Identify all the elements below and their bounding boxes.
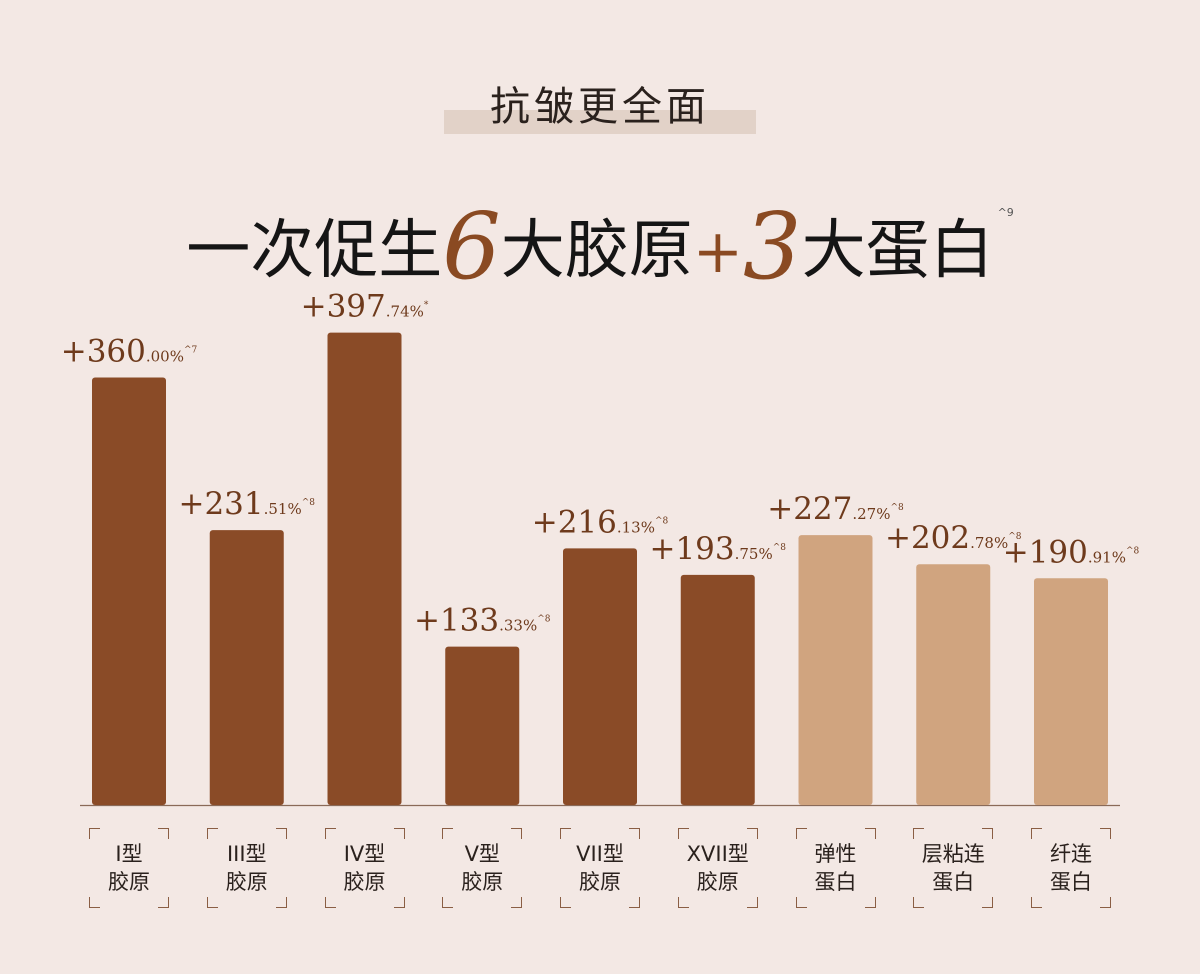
bracket-corner bbox=[1031, 897, 1042, 908]
headline-post: 大蛋白 bbox=[801, 214, 994, 288]
bracket-corner bbox=[393, 897, 405, 908]
category-label-7: 层粘连 蛋白 bbox=[913, 828, 994, 908]
headline-plus: + bbox=[692, 217, 744, 287]
bracket-corner bbox=[795, 897, 807, 908]
data-label-5: +193.75%^8 bbox=[649, 531, 786, 567]
category-label-2: IV型胶原 bbox=[324, 828, 405, 908]
bracket-corner bbox=[864, 828, 876, 839]
bracket-corner bbox=[629, 897, 640, 908]
category-line2: 胶原 bbox=[579, 870, 621, 894]
category-label-1: III型胶原 bbox=[206, 828, 287, 908]
bracket-corner bbox=[324, 828, 336, 839]
bar-4 bbox=[563, 548, 637, 805]
bracket-corner bbox=[442, 828, 454, 839]
bar-1 bbox=[209, 530, 284, 805]
bracket-corner bbox=[746, 828, 758, 839]
bracket-corner bbox=[158, 828, 169, 839]
category-line1: V型 bbox=[464, 842, 500, 866]
bar-0 bbox=[92, 377, 166, 805]
bracket-corner bbox=[746, 897, 758, 908]
category-label-8: 纤连 蛋白 bbox=[1031, 828, 1111, 908]
category-line1: 纤连 bbox=[1050, 842, 1092, 866]
data-label-2: +397.74%* bbox=[301, 289, 429, 325]
category-line2: 蛋白 bbox=[814, 870, 857, 894]
bracket-corner bbox=[89, 828, 100, 839]
bracket-corner bbox=[864, 897, 876, 908]
tag-text: 抗皱更全面 bbox=[490, 84, 710, 130]
category-line2: 胶原 bbox=[461, 870, 504, 894]
bracket-corner bbox=[629, 828, 640, 839]
bracket-corner bbox=[89, 897, 100, 908]
bracket-corner bbox=[1031, 828, 1042, 839]
category-label-5: XVII型胶原 bbox=[677, 828, 758, 908]
bracket-corner bbox=[324, 897, 336, 908]
category-line2: 胶原 bbox=[108, 870, 150, 894]
category-line2: 胶原 bbox=[343, 870, 386, 894]
category-label-6: 弹性 蛋白 bbox=[795, 828, 876, 908]
category-label-3: V型胶原 bbox=[442, 828, 523, 908]
category-line1: 层粘连 bbox=[921, 842, 985, 866]
bracket-corner bbox=[560, 828, 571, 839]
bracket-corner bbox=[275, 828, 287, 839]
bar-3 bbox=[445, 646, 520, 805]
bracket-corner bbox=[1100, 828, 1111, 839]
data-label-1: +231.51%^8 bbox=[178, 486, 315, 522]
bar-7 bbox=[916, 564, 991, 805]
bracket-corner bbox=[393, 828, 405, 839]
data-label-3: +133.33%^8 bbox=[414, 603, 551, 639]
category-line2: 胶原 bbox=[696, 870, 739, 894]
headline-number-collagen: 6 bbox=[442, 193, 501, 300]
category-line1: III型 bbox=[226, 842, 267, 866]
bracket-corner bbox=[560, 897, 571, 908]
bracket-corner bbox=[158, 897, 169, 908]
tag-highlight bbox=[444, 110, 756, 134]
bracket-corner bbox=[1100, 897, 1111, 908]
data-label-0: +360.00%^7 bbox=[61, 334, 198, 370]
data-label-7: +202.78%^8 bbox=[885, 520, 1022, 556]
category-line2: 蛋白 bbox=[932, 870, 975, 894]
category-line2: 蛋白 bbox=[1050, 870, 1092, 894]
headline-footnote: ^9 bbox=[997, 206, 1014, 219]
bar-8 bbox=[1034, 578, 1108, 805]
bracket-corner bbox=[511, 897, 523, 908]
category-line1: 弹性 bbox=[814, 842, 857, 866]
category-line1: VII型 bbox=[576, 842, 624, 866]
bracket-corner bbox=[982, 828, 994, 839]
bracket-corner bbox=[795, 828, 807, 839]
bar-2 bbox=[327, 332, 402, 805]
bracket-corner bbox=[275, 897, 287, 908]
category-label-4: VII型胶原 bbox=[560, 828, 640, 908]
bar-5 bbox=[680, 574, 755, 805]
data-label-4: +216.13%^8 bbox=[532, 504, 669, 540]
headline: 一次促生6大胶原+3大蛋白^9 bbox=[0, 168, 1200, 297]
category-line1: XVII型 bbox=[686, 842, 749, 866]
tag-banner: 抗皱更全面 bbox=[0, 70, 1200, 140]
data-label-8: +190.91%^8 bbox=[1003, 534, 1140, 570]
category-line1: I型 bbox=[115, 842, 143, 866]
category-line2: 胶原 bbox=[225, 870, 268, 894]
bracket-corner bbox=[206, 897, 218, 908]
bar-6 bbox=[798, 535, 873, 805]
bracket-corner bbox=[982, 897, 994, 908]
bracket-corner bbox=[206, 828, 218, 839]
category-label-0: I型胶原 bbox=[89, 828, 169, 908]
bracket-corner bbox=[442, 897, 454, 908]
bracket-corner bbox=[511, 828, 523, 839]
headline-number-protein: 3 bbox=[743, 193, 802, 300]
headline-mid: 大胶原 bbox=[500, 214, 693, 288]
bracket-corner bbox=[677, 897, 689, 908]
bracket-corner bbox=[913, 897, 925, 908]
category-line1: IV型 bbox=[343, 842, 386, 866]
bracket-corner bbox=[913, 828, 925, 839]
headline-pre: 一次促生 bbox=[186, 214, 443, 288]
bracket-corner bbox=[677, 828, 689, 839]
data-label-6: +227.27%^8 bbox=[767, 491, 904, 527]
